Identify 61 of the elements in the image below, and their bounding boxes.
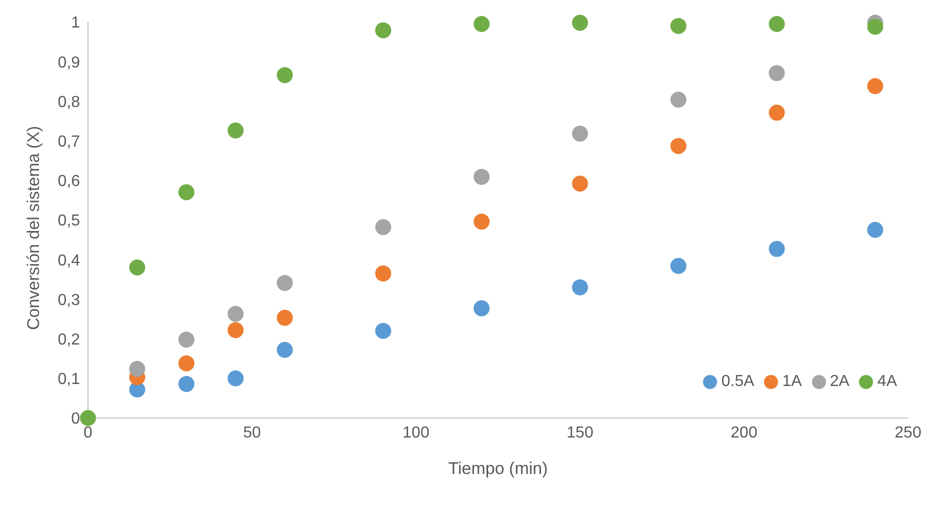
x-tick-label: 250 (894, 424, 922, 442)
point (670, 18, 686, 34)
point (572, 176, 588, 192)
legend-label: 2A (830, 373, 850, 390)
point (178, 355, 194, 372)
x-tick-label: 0 (84, 424, 93, 442)
point (276, 274, 293, 291)
point (867, 18, 884, 35)
point (80, 410, 96, 426)
x-tick-label: 200 (730, 424, 758, 442)
point (276, 67, 293, 84)
point (572, 279, 588, 296)
point (228, 122, 244, 139)
y-tick-label: 0,5 (58, 212, 80, 230)
point (228, 370, 244, 386)
point (768, 16, 785, 32)
point (768, 104, 785, 121)
y-tick-label: 1 (71, 14, 80, 32)
point (375, 22, 392, 38)
point (228, 306, 244, 322)
point (276, 310, 293, 326)
point (178, 332, 194, 348)
point (474, 16, 490, 32)
y-tick-label: 0,1 (58, 371, 80, 388)
point (474, 168, 490, 185)
y-tick-label: 0,9 (58, 54, 80, 72)
point (474, 300, 490, 316)
legend-label: 4A (877, 373, 897, 390)
point (474, 214, 490, 230)
point (375, 322, 392, 339)
point (178, 376, 194, 392)
point (572, 14, 588, 31)
point (375, 219, 392, 236)
point (670, 138, 686, 154)
point (768, 240, 785, 257)
x-tick-label: 150 (566, 424, 594, 442)
point (768, 65, 785, 82)
point (276, 342, 293, 358)
legend-label: 0.5A (721, 373, 754, 390)
point (129, 360, 146, 377)
point (228, 322, 244, 338)
point (129, 260, 146, 276)
y-tick-label: 0,7 (58, 133, 80, 150)
point (375, 265, 392, 282)
y-tick-label: 0,3 (58, 292, 80, 309)
x-tick-label: 100 (402, 424, 430, 442)
y-tick-label: 0 (71, 410, 80, 428)
y-tick-label: 0,2 (58, 331, 80, 348)
point (867, 78, 884, 94)
y-tick-label: 0,8 (58, 94, 80, 111)
point (670, 258, 686, 274)
x-axis-title: Tiempo (min) (448, 459, 548, 478)
point (572, 126, 588, 142)
x-tick-label: 50 (243, 424, 261, 442)
y-tick-label: 0,4 (58, 252, 80, 270)
point (867, 222, 884, 238)
point (670, 92, 686, 108)
y-tick-label: 0,6 (58, 173, 80, 190)
y-axis-title: Conversión del sistema (X) (24, 126, 44, 330)
legend-label: 1A (782, 373, 802, 390)
point (178, 184, 194, 200)
